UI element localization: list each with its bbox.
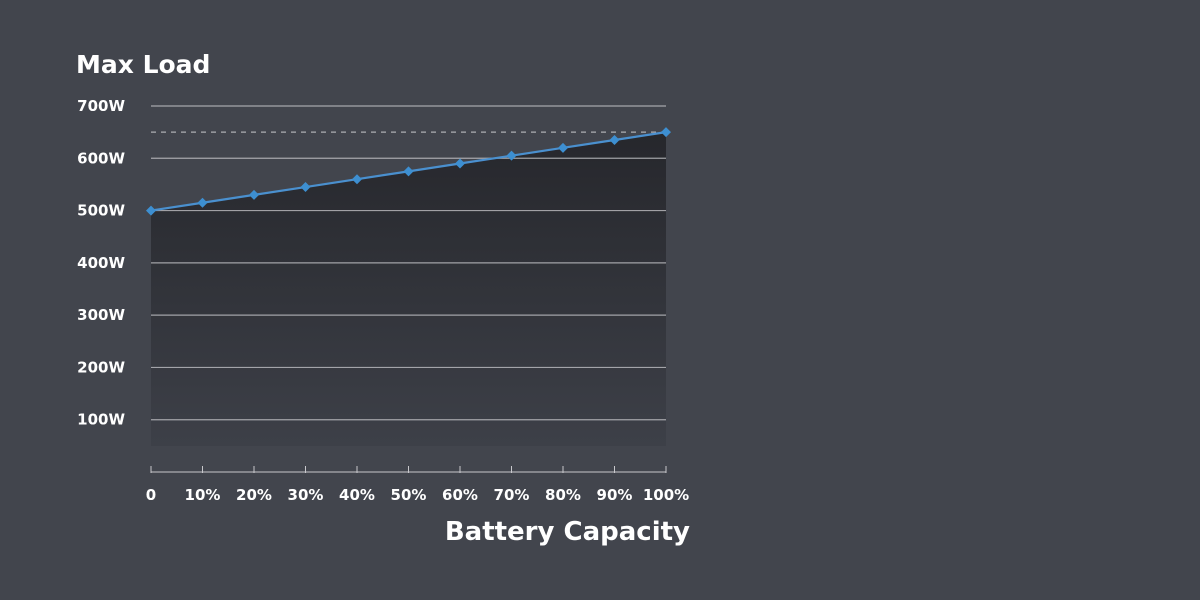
data-point [609, 134, 620, 145]
x-tick-label: 20% [236, 486, 272, 504]
data-point [249, 189, 259, 200]
y-tick-label: 100W [77, 411, 125, 429]
data-point [300, 182, 311, 193]
data-point [403, 166, 414, 177]
x-tick-label: 70% [494, 486, 530, 504]
data-point [558, 142, 568, 153]
y-tick-label: 600W [77, 149, 125, 167]
area-fill [151, 132, 666, 446]
y-tick-label: 500W [77, 202, 125, 220]
y-tick-label: 300W [77, 306, 125, 324]
x-tick-label: 0 [146, 486, 156, 504]
x-axis-title: Battery Capacity [445, 517, 690, 547]
x-tick-label: 100% [643, 486, 689, 504]
y-tick-label: 400W [77, 254, 125, 272]
data-point [455, 158, 465, 169]
x-tick-label: 60% [442, 486, 478, 504]
x-tick-label: 10% [185, 486, 221, 504]
data-point [146, 205, 156, 216]
y-tick-label: 200W [77, 358, 125, 376]
data-point [352, 174, 362, 185]
data-point [197, 197, 208, 208]
data-point [506, 150, 517, 161]
x-tick-label: 30% [288, 486, 324, 504]
x-tick-label: 50% [391, 486, 427, 504]
x-tick-label: 40% [339, 486, 375, 504]
y-axis-title: Max Load [76, 50, 210, 79]
x-tick-label: 90% [597, 486, 633, 504]
y-tick-label: 700W [77, 97, 125, 115]
x-tick-label: 80% [545, 486, 581, 504]
data-point [661, 127, 671, 138]
